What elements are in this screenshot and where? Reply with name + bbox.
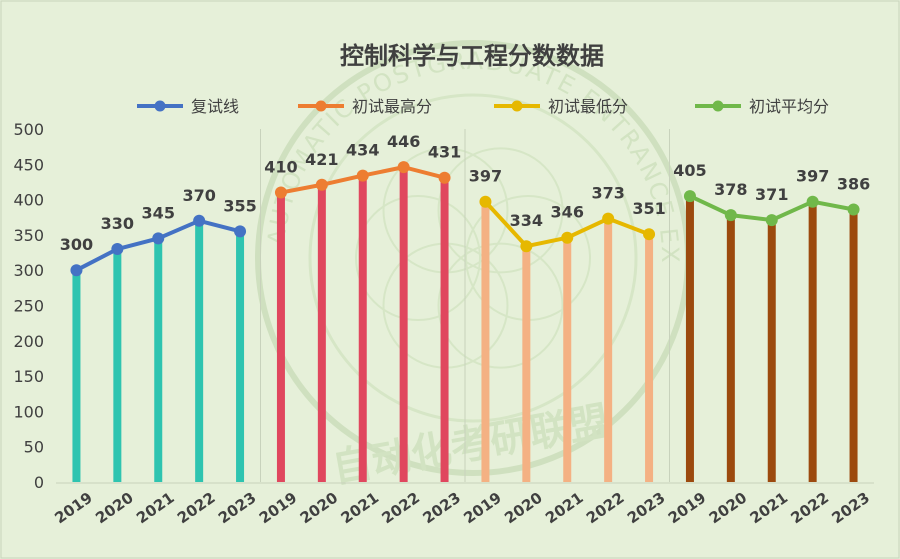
value-stem [72, 270, 81, 482]
data-label: 397 [796, 167, 829, 186]
data-point [765, 214, 778, 227]
y-tick-label: 200 [13, 332, 44, 351]
value-stem [563, 237, 572, 482]
value-stem [276, 192, 285, 483]
legend-marker [154, 100, 166, 112]
legend-marker [511, 100, 523, 112]
watermark-petal [437, 147, 564, 274]
data-point [479, 195, 492, 208]
data-label: 373 [591, 184, 624, 203]
data-label: 378 [714, 180, 747, 199]
y-tick-label: 350 [13, 226, 44, 245]
data-point [274, 186, 287, 199]
value-stem [645, 234, 654, 482]
data-point [724, 209, 737, 222]
data-point [111, 243, 124, 256]
value-stem [195, 220, 204, 482]
data-label: 300 [60, 235, 93, 254]
data-label: 405 [673, 161, 706, 180]
data-label: 371 [755, 185, 788, 204]
data-label: 386 [837, 174, 870, 193]
data-label: 446 [387, 132, 420, 151]
legend-marker [315, 100, 327, 112]
data-label: 431 [428, 143, 461, 162]
y-tick-label: 150 [13, 367, 44, 386]
y-axis: 0 50 100 150 200 250 300 350 400 450 500 [13, 120, 44, 492]
legend: 复试线 初试最高分 初试最低分 初试平均分 [137, 97, 829, 116]
y-tick-label: 100 [13, 402, 44, 421]
legend-label: 复试线 [191, 97, 239, 116]
data-label: 330 [101, 214, 134, 233]
data-point [356, 169, 369, 182]
y-tick-label: 400 [13, 191, 44, 210]
value-stem [726, 215, 735, 482]
data-label: 410 [264, 158, 297, 177]
legend-label: 初试最高分 [352, 97, 432, 116]
series-1: 300 330 345 370 355 [60, 186, 257, 482]
value-stem [399, 167, 408, 482]
y-tick-label: 250 [13, 297, 44, 316]
watermark-petal [437, 242, 564, 369]
data-point [602, 212, 615, 225]
data-label: 345 [142, 203, 175, 222]
series-3: 397 334 346 373 351 [469, 167, 666, 483]
value-stem [440, 177, 449, 483]
legend-label: 初试平均分 [749, 97, 829, 116]
data-point [683, 190, 696, 203]
data-point [847, 203, 860, 216]
value-stem [236, 231, 245, 482]
series-2: 410 421 434 446 431 [264, 132, 461, 483]
data-point [438, 171, 451, 184]
value-stem [685, 196, 694, 482]
panel-separators [260, 129, 670, 482]
data-label: 355 [223, 196, 256, 215]
data-point [70, 264, 83, 277]
data-label: 421 [305, 150, 338, 169]
value-stem [113, 249, 122, 482]
chart-title: 控制科学与工程分数数据 [340, 42, 604, 70]
data-point [561, 231, 574, 244]
data-point [520, 240, 533, 253]
value-stem [849, 209, 858, 482]
watermark-inner-ring [308, 93, 638, 423]
value-stem [358, 175, 367, 482]
value-stem [481, 201, 490, 482]
legend-label: 初试最低分 [548, 97, 628, 116]
value-stem [808, 201, 817, 482]
value-stem [317, 184, 326, 483]
data-label: 334 [510, 211, 543, 230]
data-point [643, 228, 656, 241]
y-tick-label: 500 [13, 120, 44, 139]
data-point [806, 195, 819, 208]
legend-marker [712, 100, 724, 112]
data-point [234, 225, 247, 238]
data-point [397, 161, 410, 174]
data-label: 346 [551, 203, 584, 222]
y-tick-label: 0 [34, 473, 44, 492]
data-point [152, 232, 165, 245]
y-tick-label: 50 [24, 438, 44, 457]
data-label: 397 [469, 167, 502, 186]
data-label: 370 [182, 186, 215, 205]
data-label: 434 [346, 141, 379, 160]
watermark-petal [355, 195, 481, 321]
data-point [315, 178, 328, 191]
data-point [193, 214, 206, 227]
y-tick-label: 300 [13, 261, 44, 280]
value-stem [154, 238, 163, 482]
y-tick-label: 450 [13, 155, 44, 174]
data-label: 351 [632, 199, 665, 218]
series-4: 405 378 371 397 386 [673, 161, 870, 482]
value-stem [604, 218, 613, 483]
value-stem [522, 246, 531, 482]
value-stem [767, 220, 776, 482]
